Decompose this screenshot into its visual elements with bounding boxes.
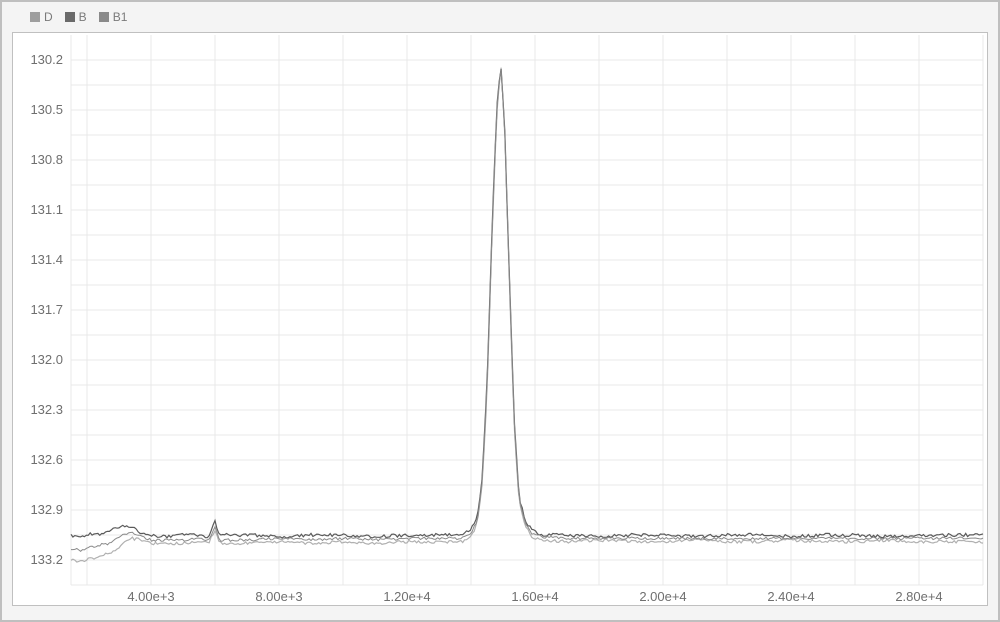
y-tick-label: 132.0 [30, 352, 63, 367]
y-tick-label: 132.9 [30, 502, 63, 517]
legend-swatch-icon [99, 12, 109, 22]
legend-item-d: D [30, 10, 53, 24]
y-tick-label: 130.8 [30, 152, 63, 167]
chart-container: D B B1 130.2 130.5 130.8 131.1 131.4 131.7 132… [0, 0, 1000, 622]
x-axis-labels: 4.00e+3 8.00e+3 1.20e+4 1.60e+4 2.00e+4 2.40e… [127, 589, 942, 604]
x-tick-label: 1.20e+4 [383, 589, 430, 604]
legend-item-b: B [65, 10, 87, 24]
plot-svg: 130.2 130.5 130.8 131.1 131.4 131.7 132.0 132.3… [13, 33, 987, 605]
legend-label: B [79, 10, 87, 24]
plot-frame: 130.2 130.5 130.8 131.1 131.4 131.7 132.0 132.3… [12, 32, 988, 606]
legend-swatch-icon [30, 12, 40, 22]
x-tick-label: 2.00e+4 [639, 589, 686, 604]
x-tick-label: 8.00e+3 [255, 589, 302, 604]
series-B [71, 69, 983, 538]
y-tick-label: 131.7 [30, 302, 63, 317]
legend-swatch-icon [65, 12, 75, 22]
x-tick-label: 2.80e+4 [895, 589, 942, 604]
x-tick-label: 4.00e+3 [127, 589, 174, 604]
y-tick-label: 131.1 [30, 202, 63, 217]
y-tick-label: 132.6 [30, 452, 63, 467]
y-tick-label: 130.2 [30, 52, 63, 67]
series-D [71, 68, 983, 562]
legend-label: B1 [113, 10, 128, 24]
y-tick-label: 133.2 [30, 552, 63, 567]
y-tick-label: 131.4 [30, 252, 63, 267]
x-tick-label: 1.60e+4 [511, 589, 558, 604]
y-axis-labels: 130.2 130.5 130.8 131.1 131.4 131.7 132.0 132.3… [30, 52, 63, 567]
legend-item-b1: B1 [99, 10, 128, 24]
y-tick-label: 130.5 [30, 102, 63, 117]
x-tick-label: 2.40e+4 [767, 589, 814, 604]
grid [71, 35, 983, 585]
legend-label: D [44, 10, 53, 24]
y-tick-label: 132.3 [30, 402, 63, 417]
chart-legend: D B B1 [30, 10, 127, 24]
